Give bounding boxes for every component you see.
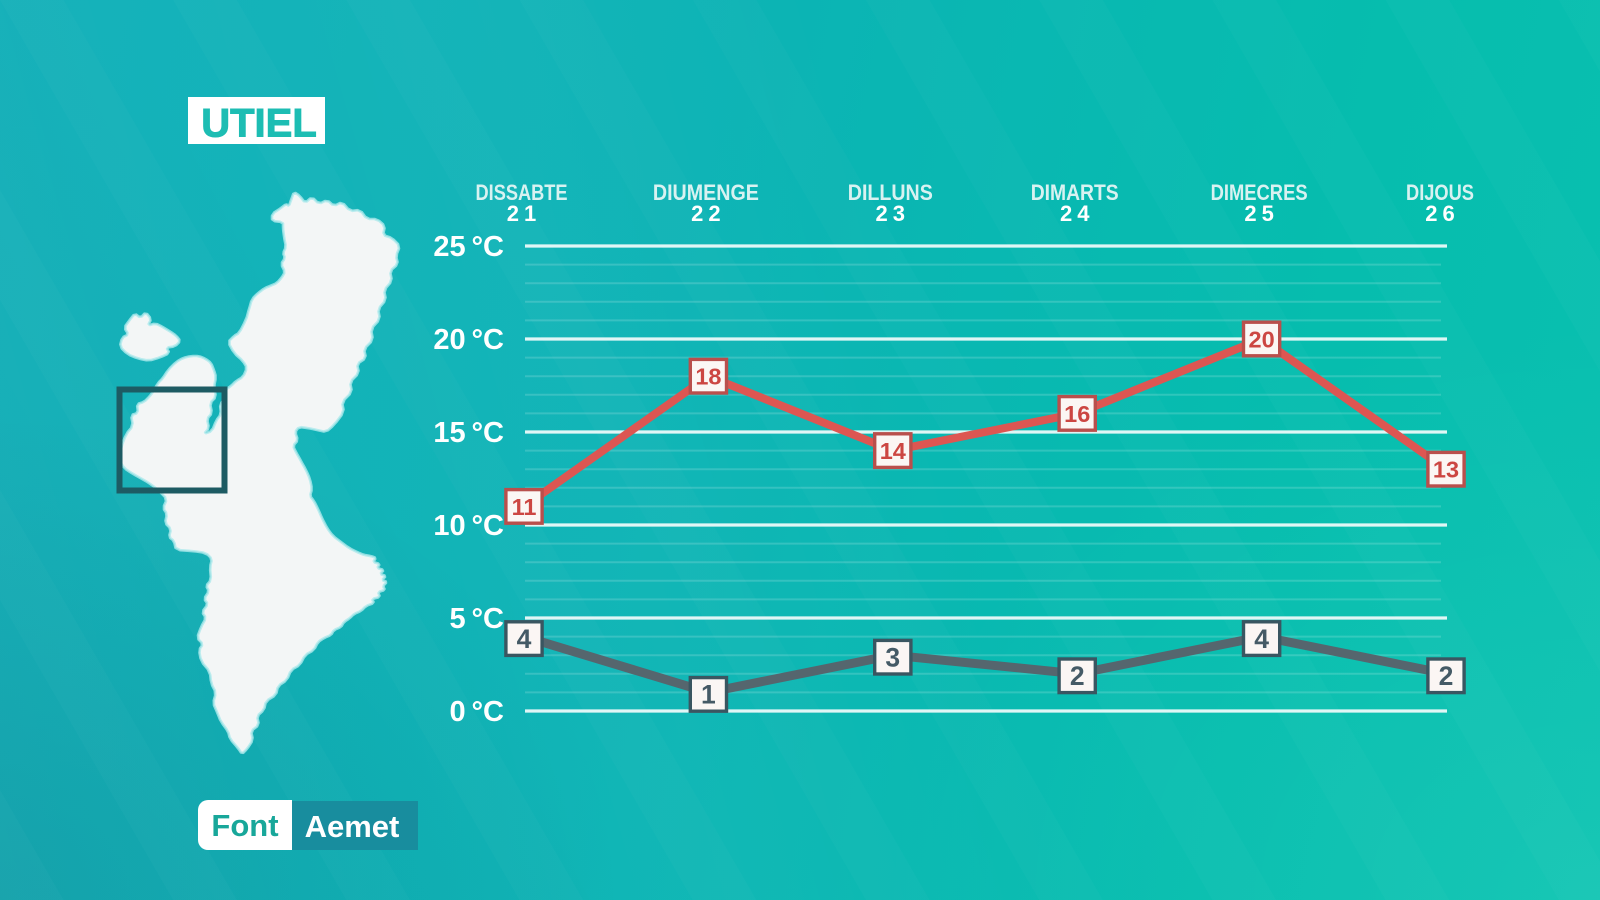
svg-text:16: 16	[1064, 401, 1090, 427]
svg-text:20 °C: 20 °C	[433, 324, 504, 356]
svg-text:UTIEL: UTIEL	[201, 102, 317, 146]
svg-text:25 °C: 25 °C	[433, 231, 504, 263]
svg-text:25: 25	[1244, 201, 1278, 226]
svg-text:1: 1	[701, 680, 716, 710]
svg-text:21: 21	[507, 201, 541, 226]
svg-text:13: 13	[1433, 457, 1459, 483]
svg-text:3: 3	[885, 643, 900, 673]
svg-text:18: 18	[695, 364, 721, 390]
svg-text:23: 23	[876, 201, 910, 226]
svg-text:22: 22	[691, 201, 725, 226]
svg-text:24: 24	[1060, 201, 1094, 226]
svg-text:26: 26	[1425, 201, 1459, 226]
svg-text:2: 2	[1439, 661, 1454, 691]
svg-text:DIMARTS: DIMARTS	[1031, 180, 1119, 205]
svg-text:0 °C: 0 °C	[450, 696, 505, 728]
svg-text:11: 11	[512, 494, 537, 520]
svg-text:Font: Font	[211, 808, 278, 843]
svg-text:DIJOUS: DIJOUS	[1406, 180, 1474, 205]
svg-text:DIMECRES: DIMECRES	[1211, 180, 1308, 205]
svg-text:14: 14	[880, 438, 906, 464]
svg-text:5 °C: 5 °C	[450, 603, 505, 635]
svg-text:15 °C: 15 °C	[433, 417, 504, 449]
svg-text:20: 20	[1249, 327, 1275, 353]
svg-text:DISSABTE: DISSABTE	[476, 180, 568, 205]
svg-text:2: 2	[1070, 661, 1085, 691]
svg-text:DILLUNS: DILLUNS	[848, 180, 933, 205]
svg-text:Aemet: Aemet	[305, 809, 400, 844]
svg-text:4: 4	[517, 624, 532, 654]
svg-text:10 °C: 10 °C	[433, 510, 504, 542]
svg-text:4: 4	[1254, 624, 1269, 654]
svg-text:DIUMENGE: DIUMENGE	[653, 180, 759, 205]
